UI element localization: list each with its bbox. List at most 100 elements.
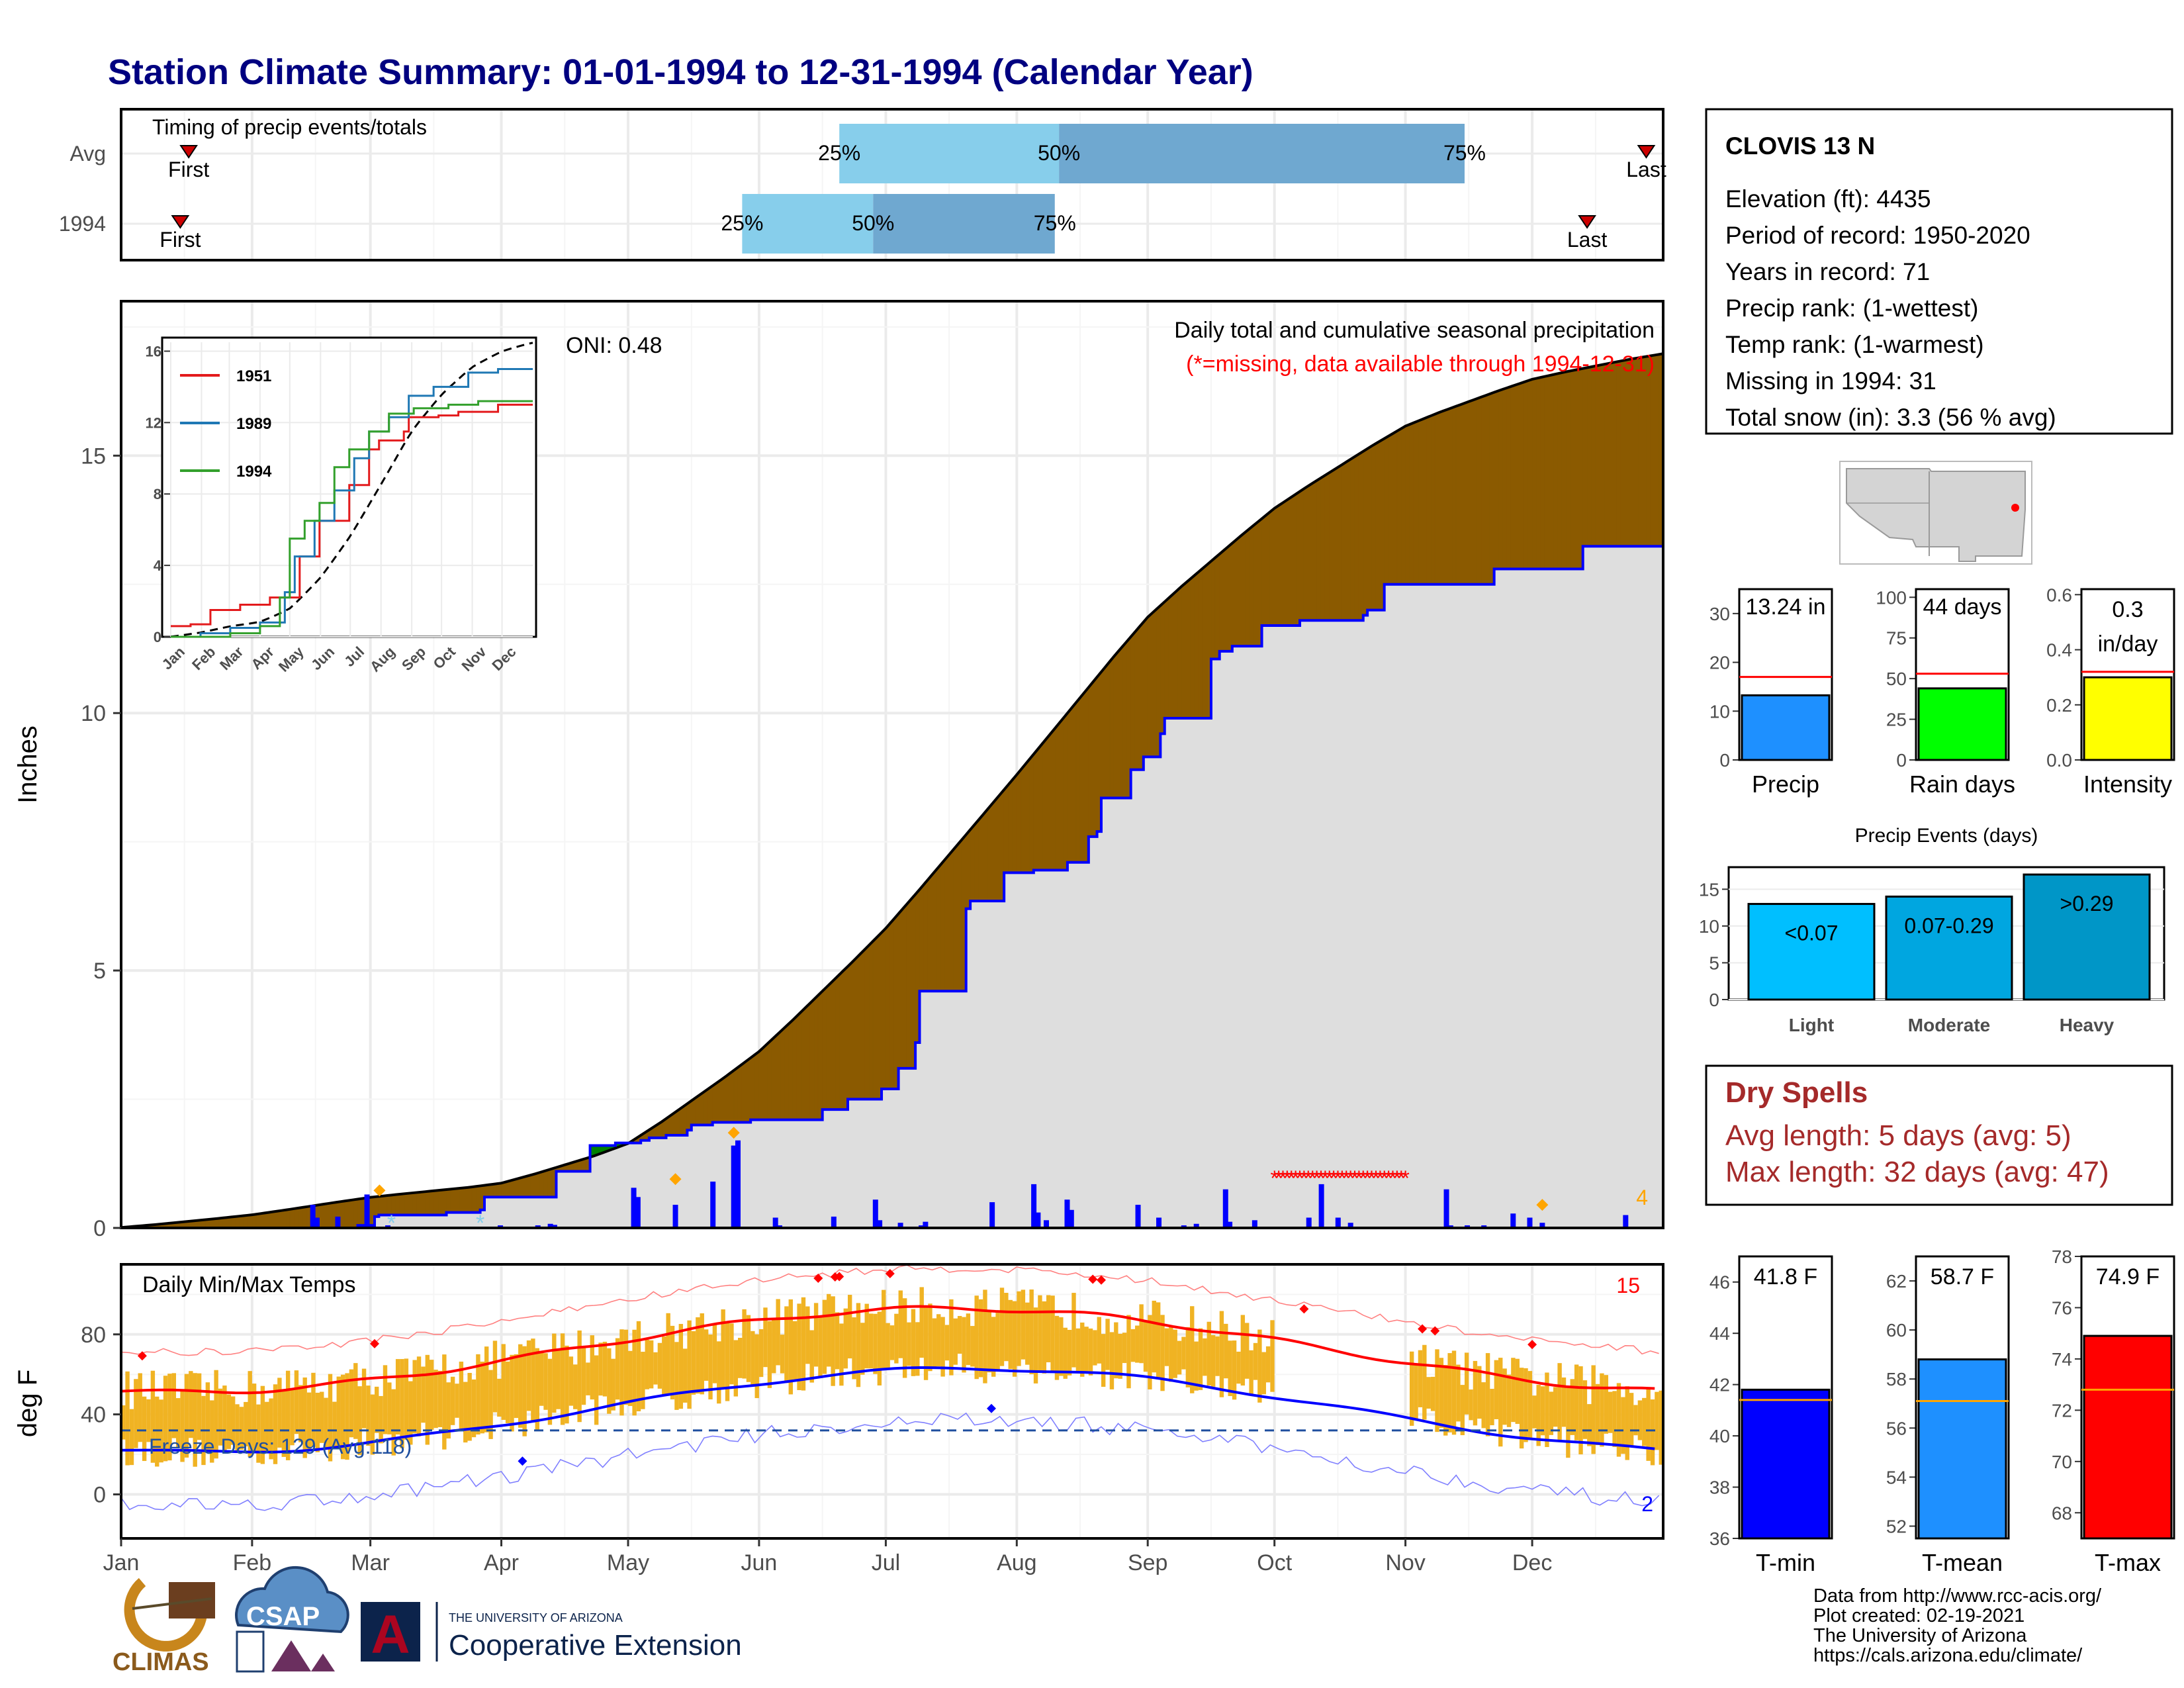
temp-bar-tick: 52 bbox=[1886, 1516, 1907, 1536]
heavy-event-marker bbox=[727, 1127, 740, 1139]
below-normal-area bbox=[847, 961, 852, 1100]
daily-temp-range-bar bbox=[1008, 1299, 1013, 1370]
daily-temp-range-bar bbox=[923, 1307, 929, 1380]
below-normal-area bbox=[234, 1215, 240, 1229]
daily-temp-range-bar bbox=[560, 1333, 565, 1425]
daily-precip-bar bbox=[1031, 1184, 1037, 1228]
daily-temp-range-bar bbox=[281, 1391, 286, 1457]
temp-y-tick: 0 bbox=[93, 1483, 106, 1508]
station-missing: Missing in 1994: 31 bbox=[1725, 367, 1936, 395]
stat-bar-fill bbox=[1741, 694, 1831, 761]
below-normal-area bbox=[429, 1190, 434, 1215]
daily-temp-range-bar bbox=[167, 1374, 172, 1461]
daily-precip-bar bbox=[1623, 1215, 1629, 1228]
snow-marker: * bbox=[476, 1211, 484, 1236]
below-normal-area bbox=[1485, 393, 1490, 585]
daily-temp-range-bar bbox=[1604, 1375, 1609, 1434]
daily-temp-range-bar bbox=[902, 1298, 907, 1378]
daily-temp-range-bar bbox=[822, 1299, 827, 1374]
daily-temp-range-bar bbox=[1071, 1293, 1076, 1368]
daily-precip-bar bbox=[1318, 1184, 1324, 1228]
daily-temp-range-bar bbox=[163, 1376, 168, 1462]
daily-temp-range-bar bbox=[1054, 1315, 1060, 1380]
below-normal-area bbox=[792, 1015, 797, 1121]
missing-day-marker: * bbox=[1275, 1166, 1283, 1190]
temp-bar-tick: 40 bbox=[1709, 1426, 1730, 1446]
daily-temp-range-bar bbox=[277, 1378, 282, 1448]
university-of-arizona-logo: A THE UNIVERSITY OF ARIZONA Cooperative … bbox=[361, 1602, 742, 1665]
below-normal-area bbox=[285, 1209, 291, 1229]
below-normal-area bbox=[289, 1208, 295, 1229]
daily-temp-range-bar bbox=[306, 1392, 312, 1451]
below-normal-area bbox=[248, 1214, 253, 1229]
daily-temp-range-bar bbox=[729, 1323, 734, 1385]
daily-temp-range-bar bbox=[860, 1323, 865, 1375]
below-normal-area bbox=[1625, 359, 1630, 547]
below-normal-area bbox=[522, 1176, 527, 1197]
daily-temp-range-bar bbox=[704, 1329, 709, 1381]
month-tick-label: Nov bbox=[1385, 1550, 1425, 1575]
daily-temp-range-bar bbox=[1194, 1341, 1199, 1391]
below-normal-area bbox=[881, 927, 886, 1090]
daily-temp-range-bar bbox=[184, 1374, 189, 1458]
daily-temp-range-bar bbox=[332, 1401, 337, 1449]
daily-temp-range-bar bbox=[957, 1315, 962, 1354]
daily-temp-range-bar bbox=[1545, 1372, 1549, 1447]
daily-precip-bar bbox=[772, 1217, 778, 1228]
below-normal-area bbox=[1088, 681, 1093, 837]
daily-temp-range-bar bbox=[1097, 1317, 1102, 1364]
below-normal-area bbox=[484, 1184, 489, 1197]
daily-temp-range-bar bbox=[488, 1370, 493, 1439]
daily-temp-range-bar bbox=[531, 1338, 535, 1423]
below-normal-area bbox=[978, 814, 983, 902]
daily-temp-range-bar bbox=[657, 1342, 662, 1389]
daily-temp-range-bar bbox=[877, 1311, 882, 1385]
stat-bar-label: Intensity bbox=[2083, 771, 2172, 798]
daily-temp-range-bar bbox=[142, 1396, 147, 1462]
daily-temp-range-bar bbox=[792, 1321, 797, 1380]
daily-temp-range-bar bbox=[1152, 1300, 1156, 1373]
inset-legend-label: 1951 bbox=[236, 367, 271, 385]
daily-temp-range-bar bbox=[1570, 1379, 1574, 1435]
below-normal-area bbox=[721, 1076, 726, 1123]
temp-bar-value: 74.9 F bbox=[2096, 1264, 2160, 1289]
below-normal-area bbox=[835, 974, 840, 1110]
missing-day-marker: * bbox=[1351, 1166, 1359, 1190]
temp-bar-value: 41.8 F bbox=[1754, 1264, 1817, 1289]
below-normal-area bbox=[509, 1179, 515, 1197]
precip-y-tick: 15 bbox=[81, 444, 106, 469]
daily-temp-range-bar bbox=[733, 1340, 739, 1397]
daily-temp-range-bar bbox=[776, 1299, 780, 1366]
below-normal-area bbox=[547, 1168, 553, 1197]
below-normal-area bbox=[1324, 472, 1330, 621]
daily-temp-range-bar bbox=[1587, 1404, 1592, 1446]
below-normal-area bbox=[889, 917, 895, 1090]
below-normal-area bbox=[893, 913, 899, 1090]
record-high-marker bbox=[1418, 1324, 1428, 1334]
below-normal-area bbox=[1304, 485, 1309, 621]
below-normal-area bbox=[1130, 631, 1136, 771]
below-normal-area bbox=[776, 1031, 781, 1121]
location-map bbox=[1839, 461, 2032, 565]
below-normal-area bbox=[1265, 511, 1271, 626]
daily-temp-range-bar bbox=[446, 1382, 451, 1439]
daily-temp-range-bar bbox=[1485, 1353, 1490, 1436]
daily-temp-range-bar bbox=[1135, 1325, 1140, 1363]
record-high-marker bbox=[1527, 1340, 1537, 1350]
below-normal-area bbox=[1443, 408, 1448, 585]
daily-temp-range-bar bbox=[1435, 1349, 1439, 1432]
daily-temp-range-bar bbox=[662, 1336, 666, 1397]
daily-precip-bar bbox=[1443, 1189, 1449, 1228]
daily-temp-range-bar bbox=[674, 1342, 679, 1410]
below-normal-area bbox=[1033, 748, 1038, 870]
below-normal-area bbox=[505, 1180, 510, 1197]
daily-precip-bar bbox=[1064, 1199, 1070, 1228]
csap-wordmark: CSAP bbox=[246, 1602, 320, 1631]
temp-bar-label: T-mean bbox=[1922, 1549, 2003, 1576]
temp-bar-tick: 56 bbox=[1886, 1418, 1907, 1438]
daily-temp-range-bar bbox=[847, 1295, 852, 1359]
record-high-marker bbox=[370, 1338, 380, 1348]
below-normal-area bbox=[1536, 377, 1541, 569]
below-normal-area bbox=[831, 978, 836, 1110]
